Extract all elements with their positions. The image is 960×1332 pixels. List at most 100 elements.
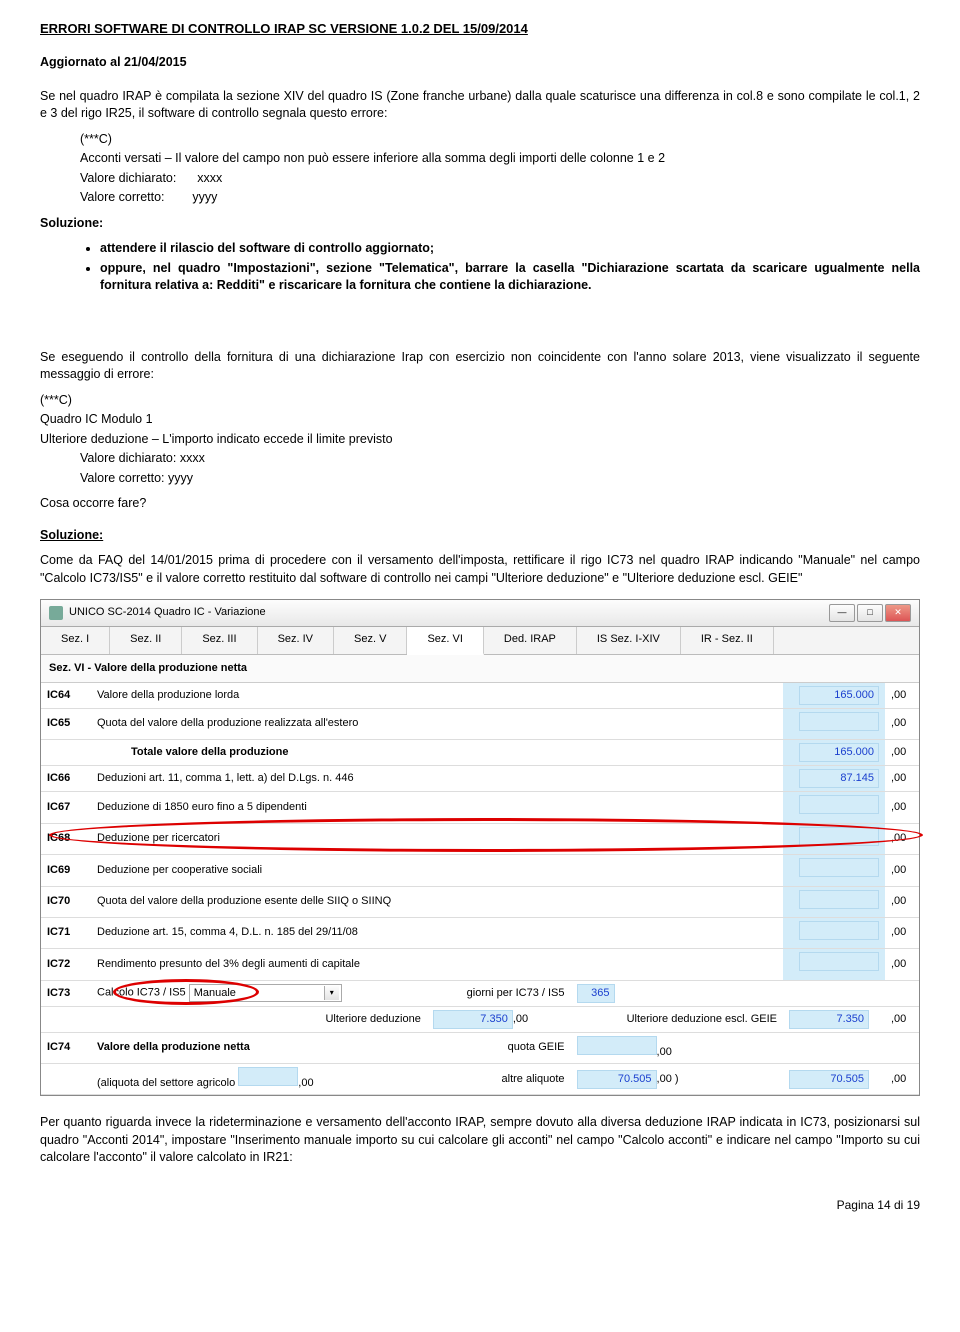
- row-value[interactable]: 165.000: [783, 740, 885, 766]
- row-decimals: ,00: [885, 708, 919, 739]
- row-code: IC70: [41, 886, 91, 917]
- chevron-down-icon: ▾: [324, 986, 339, 1000]
- row-code: IC65: [41, 708, 91, 739]
- udg-label: Ulteriore deduzione escl. GEIE: [571, 1006, 783, 1032]
- giorni-field[interactable]: 365: [577, 984, 615, 1003]
- values-table: IC64Valore della produzione lorda165.000…: [41, 683, 919, 1096]
- ud-field[interactable]: 7.350: [433, 1010, 513, 1029]
- bullet-1b: oppure, nel quadro "Impostazioni", sezio…: [100, 260, 920, 295]
- vd-line-2: Valore dichiarato: xxxx: [80, 450, 920, 468]
- row-desc: Deduzione di 1850 euro fino a 5 dipenden…: [91, 792, 783, 823]
- row-desc: Quota del valore della produzione realiz…: [91, 708, 783, 739]
- table-row: IC65Quota del valore della produzione re…: [41, 708, 919, 739]
- quadro-line: Quadro IC Modulo 1: [40, 411, 920, 429]
- tab-is-sez-i-xiv[interactable]: IS Sez. I-XIV: [577, 627, 681, 653]
- maximize-button[interactable]: □: [857, 604, 883, 622]
- row-decimals: ,00: [885, 792, 919, 823]
- row-decimals: ,00: [885, 766, 919, 792]
- table-row: IC70Quota del valore della produzione es…: [41, 886, 919, 917]
- quota-geie-field[interactable]: [577, 1036, 657, 1055]
- row-value[interactable]: [783, 949, 885, 980]
- table-row: IC69Deduzione per cooperative sociali ,00: [41, 855, 919, 886]
- row-code: IC67: [41, 792, 91, 823]
- tab-sez-v[interactable]: Sez. V: [334, 627, 407, 653]
- app-icon: [49, 606, 63, 620]
- row-code-ic74: IC74: [41, 1032, 91, 1063]
- udg-field[interactable]: 7.350: [789, 1010, 869, 1029]
- row-value[interactable]: 165.000: [783, 683, 885, 709]
- row-desc: Deduzioni art. 11, comma 1, lett. a) del…: [91, 766, 783, 792]
- vc-val-1: yyyy: [192, 190, 217, 204]
- table-row: IC72Rendimento presunto del 3% degli aum…: [41, 949, 919, 980]
- table-row: IC66Deduzioni art. 11, comma 1, lett. a)…: [41, 766, 919, 792]
- ud-label: Ulteriore deduzione: [91, 1006, 427, 1032]
- ic74-total-field[interactable]: 70.505: [789, 1070, 869, 1089]
- error-msg-1: Acconti versati – Il valore del campo no…: [80, 150, 920, 168]
- row-code: IC64: [41, 683, 91, 709]
- error-msg-2: Ulteriore deduzione – L'importo indicato…: [40, 431, 920, 449]
- row-value[interactable]: [783, 823, 885, 854]
- calc-label: Calcolo IC73 / IS5: [97, 987, 186, 999]
- minimize-button[interactable]: —: [829, 604, 855, 622]
- tab-ded-irap[interactable]: Ded. IRAP: [484, 627, 577, 653]
- tab-sez-iii[interactable]: Sez. III: [182, 627, 257, 653]
- row-desc: Rendimento presunto del 3% degli aumenti…: [91, 949, 783, 980]
- page-title: ERRORI SOFTWARE DI CONTROLLO IRAP SC VER…: [40, 20, 920, 38]
- row-code-ic73: IC73: [41, 980, 91, 1006]
- tab-ir-sez-ii[interactable]: IR - Sez. II: [681, 627, 774, 653]
- row-decimals: ,00: [885, 886, 919, 917]
- row-desc: Quota del valore della produzione esente…: [91, 886, 783, 917]
- close-button[interactable]: ✕: [885, 604, 911, 622]
- solution-hdr-1: Soluzione:: [40, 215, 920, 233]
- table-row: IC64Valore della produzione lorda165.000…: [41, 683, 919, 709]
- tab-sez-i[interactable]: Sez. I: [41, 627, 110, 653]
- paragraph-3: Per quanto riguarda invece la ridetermin…: [40, 1114, 920, 1167]
- row-code: IC71: [41, 917, 91, 948]
- quota-geie-label: quota GEIE: [427, 1032, 571, 1063]
- row-code: [41, 740, 91, 766]
- altre-aliq-field[interactable]: 70.505: [577, 1070, 657, 1089]
- app-window: UNICO SC-2014 Quadro IC - Variazione — □…: [40, 599, 920, 1096]
- altre-aliq-label: altre aliquote: [427, 1064, 571, 1095]
- row-code: IC66: [41, 766, 91, 792]
- aliq-field[interactable]: [238, 1067, 298, 1086]
- row-value[interactable]: [783, 792, 885, 823]
- row-desc: Deduzione art. 15, comma 4, D.L. n. 185 …: [91, 917, 783, 948]
- row-value[interactable]: [783, 708, 885, 739]
- row-decimals: ,00: [885, 949, 919, 980]
- tab-sez-ii[interactable]: Sez. II: [110, 627, 182, 653]
- row-value[interactable]: [783, 855, 885, 886]
- row-value[interactable]: 87.145: [783, 766, 885, 792]
- tab-sez-iv[interactable]: Sez. IV: [258, 627, 334, 653]
- row-desc: Deduzione per ricercatori: [91, 823, 783, 854]
- updated-date: Aggiornato al 21/04/2015: [40, 54, 920, 72]
- row-value[interactable]: [783, 886, 885, 917]
- bullet-1a: attendere il rilascio del software di co…: [100, 240, 920, 258]
- error-star-1: (***C): [80, 131, 920, 149]
- aliq-label: (aliquota del settore agricolo: [97, 1077, 235, 1089]
- row-decimals: ,00: [885, 855, 919, 886]
- row-code: IC69: [41, 855, 91, 886]
- row-decimals: ,00: [885, 917, 919, 948]
- cosa-fare: Cosa occorre fare?: [40, 495, 920, 513]
- row-decimals: ,00: [885, 823, 919, 854]
- row-desc-ic74: Valore della produzione netta: [91, 1032, 427, 1063]
- calc-dropdown[interactable]: Manuale ▾: [189, 984, 342, 1002]
- intro-2: Se eseguendo il controllo della fornitur…: [40, 349, 920, 384]
- section-header: Sez. VI - Valore della produzione netta: [41, 655, 919, 683]
- titlebar: UNICO SC-2014 Quadro IC - Variazione — □…: [41, 600, 919, 627]
- row-desc: Deduzione per cooperative sociali: [91, 855, 783, 886]
- vc-label-1: Valore corretto:: [80, 190, 165, 204]
- vc-line-1: Valore corretto: yyyy: [80, 189, 920, 207]
- row-value[interactable]: [783, 917, 885, 948]
- giorni-label: giorni per IC73 / IS5: [427, 980, 571, 1006]
- vd-line-1: Valore dichiarato: xxxx: [80, 170, 920, 188]
- tabs: Sez. ISez. IISez. IIISez. IVSez. VSez. V…: [41, 627, 919, 654]
- solution-hdr-2: Soluzione:: [40, 527, 920, 545]
- solution-text-2: Come da FAQ del 14/01/2015 prima di proc…: [40, 552, 920, 587]
- table-row: Totale valore della produzione165.000,00: [41, 740, 919, 766]
- calc-dropdown-value: Manuale: [194, 986, 236, 1001]
- tab-sez-vi[interactable]: Sez. VI: [407, 627, 483, 654]
- page-footer: Pagina 14 di 19: [40, 1197, 920, 1214]
- table-row: IC67Deduzione di 1850 euro fino a 5 dipe…: [41, 792, 919, 823]
